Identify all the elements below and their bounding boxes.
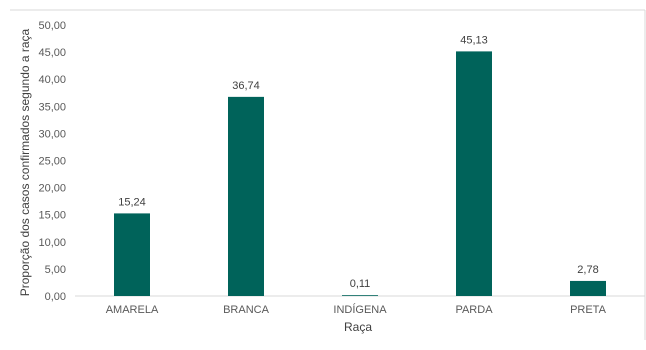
value-label: 45,13	[460, 34, 488, 46]
y-axis-title: Proporção dos casos confirmados segundo …	[18, 28, 32, 296]
x-tick-label: INDÍGENA	[333, 303, 387, 316]
bar-branca	[228, 96, 264, 296]
chart-border	[10, 9, 646, 340]
x-tick-label: PRETA	[570, 304, 607, 316]
y-axis: 0,00 5,00 10,00 15,00 20,00 25,00 30,00 35,00 40…	[38, 20, 66, 303]
y-tick-label: 10,00	[38, 237, 66, 249]
y-tick-label: 30,00	[38, 128, 66, 140]
value-label: 15,24	[118, 196, 146, 208]
x-tick-label: PARDA	[455, 304, 493, 316]
bar-preta	[570, 280, 606, 296]
value-label: 2,78	[577, 264, 598, 276]
bars	[114, 51, 606, 296]
value-label: 36,74	[232, 80, 260, 92]
y-tick-label: 15,00	[38, 210, 66, 222]
x-tick-label: AMARELA	[106, 304, 159, 316]
y-tick-label: 40,00	[38, 74, 66, 86]
y-tick-label: 5,00	[45, 264, 66, 276]
y-tick-label: 20,00	[38, 183, 66, 195]
bar-amarela	[114, 213, 150, 296]
x-tick-label: BRANCA	[223, 304, 270, 316]
value-label: 0,11	[350, 278, 371, 290]
y-tick-label: 50,00	[38, 20, 66, 32]
y-tick-label: 45,00	[38, 47, 66, 59]
x-axis: AMARELA BRANCA INDÍGENA PARDA PRETA	[106, 303, 607, 316]
bar-parda	[456, 51, 492, 296]
y-tick-label: 35,00	[38, 101, 66, 113]
y-tick-label: 25,00	[38, 156, 66, 168]
y-tick-label: 0,00	[45, 291, 66, 303]
x-axis-title: Raça	[344, 320, 372, 334]
bar-indígena	[342, 295, 378, 296]
data-labels: 15,24 36,74 0,11 45,13 2,78	[118, 34, 598, 290]
